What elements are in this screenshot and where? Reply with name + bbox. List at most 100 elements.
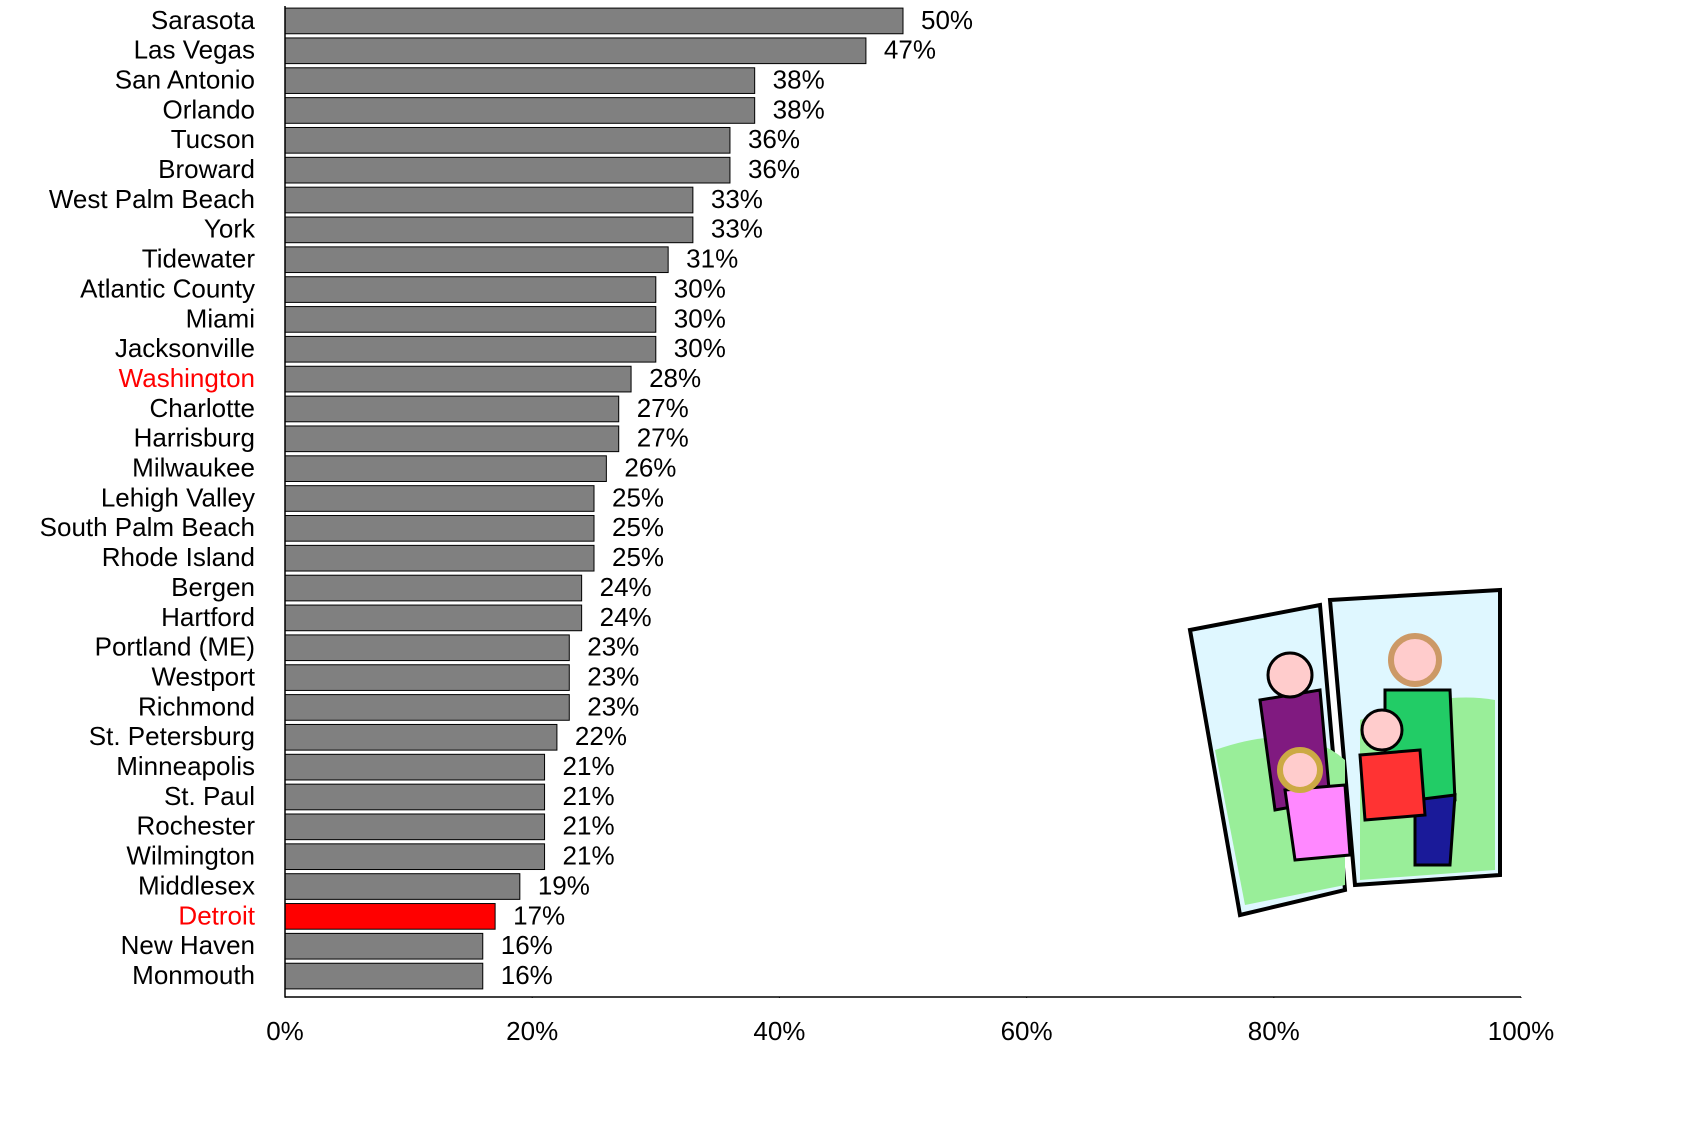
bar [284,97,756,124]
y-tick-label: Charlotte [150,393,256,423]
value-label: 27% [637,423,689,453]
mother-head [1388,633,1442,687]
y-tick-label: West Palm Beach [49,184,255,214]
y-tick-label: St. Petersburg [89,721,255,751]
bar [284,425,620,453]
x-tick-label: 80% [1248,1016,1300,1046]
y-tick-label: New Haven [121,930,255,960]
value-label: 38% [773,64,825,94]
y-tick-label: Wilmington [126,841,255,871]
y-tick-label: Rochester [137,811,256,841]
bar [284,455,607,482]
y-tick-label: Westport [151,661,255,691]
value-label: 24% [600,572,652,602]
bar [284,962,484,990]
value-label: 23% [587,691,639,721]
bar [284,37,867,65]
bar [284,544,595,572]
value-label: 30% [674,333,726,363]
bar [284,723,558,751]
bar [284,903,496,930]
bar [284,813,546,841]
value-label: 36% [748,124,800,154]
bar [284,873,521,900]
y-tick-label: Milwaukee [132,453,255,483]
bar [284,604,583,632]
y-tick-label: Atlantic County [80,273,255,303]
y-tick-label: Rhode Island [102,542,255,572]
bar [284,365,632,393]
value-label: 33% [711,214,763,244]
y-tick-label: Miami [186,303,255,333]
girl [1283,783,1352,862]
y-tick-label: Tucson [171,124,255,154]
y-tick-label: Harrisburg [134,423,255,453]
value-label: 27% [637,393,689,423]
father-head [1266,651,1314,699]
value-label: 28% [649,363,701,393]
bar [284,67,756,94]
bar [284,664,570,691]
value-label: 47% [884,35,936,65]
value-label: 23% [587,661,639,691]
bar [284,335,657,363]
x-tick-label: 100% [1488,1016,1555,1046]
bar [284,843,546,871]
bar [284,246,669,274]
clipart [1187,587,1502,918]
value-label: 21% [563,751,615,781]
y-tick-label: York [204,214,256,244]
y-tick-label: Portland (ME) [95,632,255,662]
value-label: 26% [624,453,676,483]
value-label: 17% [513,900,565,930]
bar [284,694,570,721]
value-label: 30% [674,303,726,333]
value-label: 21% [563,841,615,871]
y-tick-label: Broward [158,154,255,184]
y-tick-label: Washington [119,363,255,393]
value-label: 33% [711,184,763,214]
value-label: 24% [600,602,652,632]
bar [284,485,595,512]
y-tick-label: Orlando [163,94,256,124]
boy [1358,748,1427,822]
bar [284,7,904,35]
value-label: 31% [686,244,738,274]
x-tick-label: 40% [753,1016,805,1046]
y-tick-label: Detroit [178,900,255,930]
value-label: 21% [563,781,615,811]
bar [284,156,731,184]
y-tick-label: Jacksonville [115,333,255,363]
girl-head [1277,747,1323,793]
value-label: 23% [587,632,639,662]
value-label: 21% [563,811,615,841]
bar [284,932,484,960]
bar [284,395,620,423]
y-tick-label: South Palm Beach [40,512,255,542]
bar [284,126,731,154]
y-tick-label: St. Paul [164,781,255,811]
value-label: 25% [612,542,664,572]
value-label: 16% [501,960,553,990]
value-label: 38% [773,94,825,124]
bar [284,515,595,542]
y-tick-label: Minneapolis [116,751,255,781]
x-tick-label: 20% [506,1016,558,1046]
value-label: 30% [674,273,726,303]
bar [284,783,546,811]
y-tick-label: Monmouth [132,960,255,990]
bar [284,276,657,303]
value-label: 50% [921,5,973,35]
bar [284,306,657,333]
x-tick-label: 60% [1001,1016,1053,1046]
boy-head [1360,708,1404,752]
bar [284,634,570,662]
bar [284,186,694,214]
y-tick-label: Hartford [161,602,255,632]
bar [284,753,546,781]
bar [284,216,694,244]
y-tick-label: Las Vegas [134,35,255,65]
y-tick-label: Richmond [138,691,255,721]
